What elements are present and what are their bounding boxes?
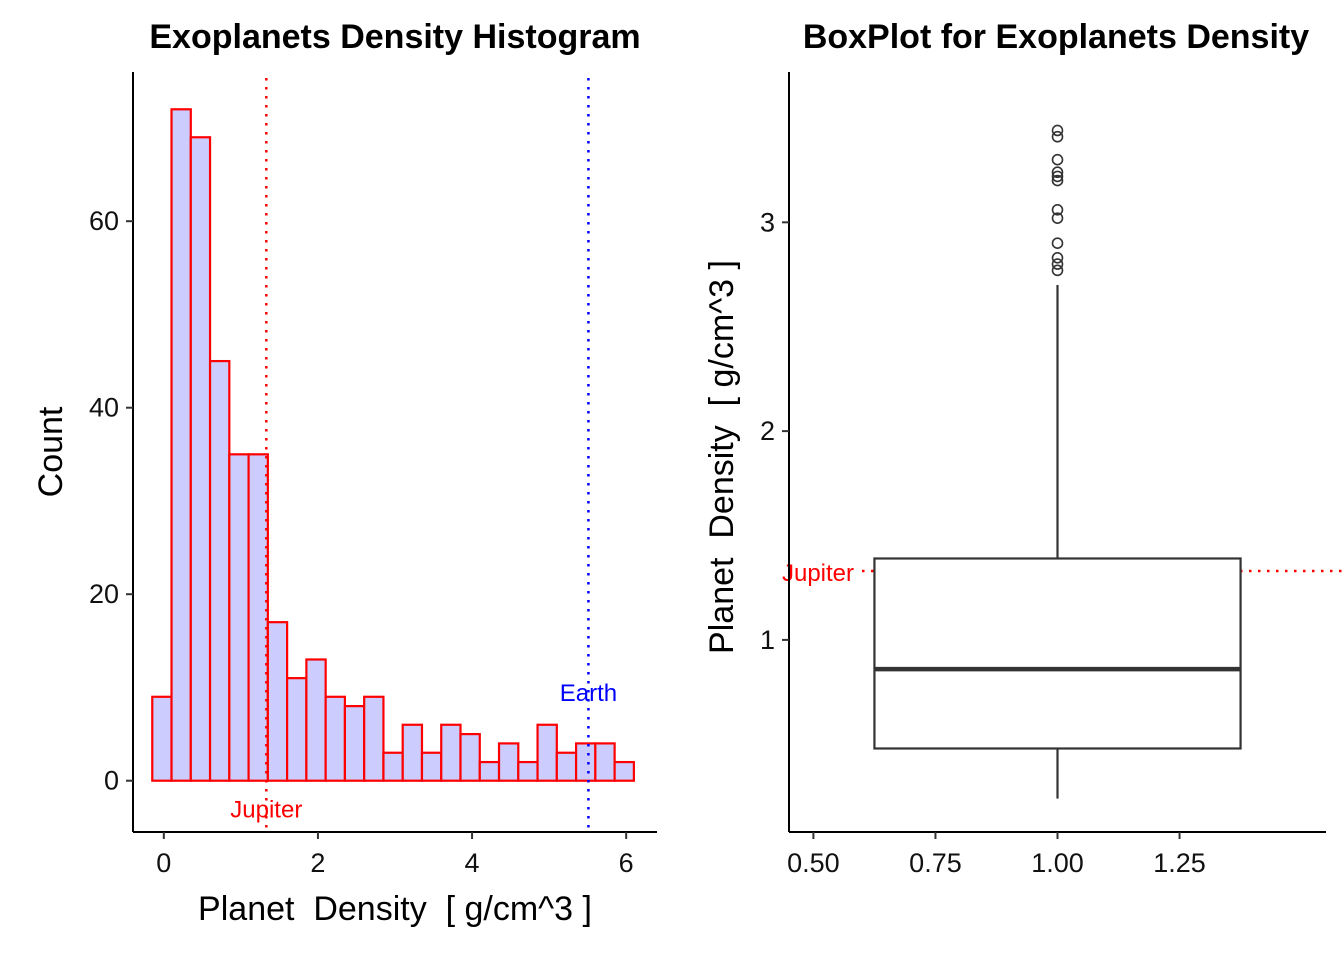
boxplot-panel: BoxPlot for Exoplanets Density Jupiter 1… (703, 18, 1344, 878)
boxplot-x-tick-label: 1.25 (1153, 848, 1206, 878)
histogram-y-tick-label: 60 (89, 206, 119, 236)
jupiter-reference-label: Jupiter (230, 797, 302, 824)
histogram-bar (208, 359, 231, 782)
histogram-bar (382, 751, 404, 782)
jupiter-reference-label: Jupiter (782, 560, 854, 587)
boxplot-outlier-point (1051, 258, 1064, 270)
histogram-bar (189, 136, 212, 782)
histogram-bar (478, 760, 501, 782)
histogram-bar (324, 695, 347, 782)
boxplot-y-tick-label: 2 (760, 416, 775, 446)
histogram-bar (497, 742, 520, 782)
histogram-bar (228, 453, 250, 782)
histogram-bar (266, 621, 289, 782)
boxplot-outliers (1051, 124, 1064, 277)
histogram-bar (363, 695, 385, 782)
histogram-bar (305, 658, 327, 782)
boxplot-outlier-point (1051, 166, 1064, 179)
boxplot-outlier-point (1051, 153, 1064, 166)
histogram-bar (594, 742, 616, 782)
histogram-x-axis-title: Planet Density [ g/cm^3 ] (198, 890, 592, 928)
histogram-bar (613, 760, 635, 782)
histogram-bar (343, 705, 366, 782)
histogram-x-tick-label: 4 (465, 848, 480, 878)
histogram-x-tick-label: 6 (619, 848, 634, 878)
histogram-y-axis-title: Count (32, 406, 70, 497)
histogram-panel: Exoplanets Density Histogram Jupiter Eart… (32, 18, 657, 928)
boxplot-outlier-point (1051, 124, 1064, 137)
boxplot-outlier-point (1051, 237, 1064, 250)
histogram-y-tick-label: 20 (89, 579, 119, 609)
boxplot-x-tick-label: 1.00 (1031, 848, 1084, 878)
histogram-x-tick-label: 0 (156, 848, 171, 878)
histogram-y-tick-label: 0 (104, 766, 119, 796)
boxplot-box (873, 284, 1242, 799)
boxplot-y-axis-title: Planet Density [ g/cm^3 ] (703, 260, 741, 654)
boxplot-x-ticks: 0.50 0.75 1.00 1.25 (787, 832, 1206, 878)
histogram-bar (286, 677, 308, 782)
earth-reference-label: Earth (560, 680, 617, 707)
histogram-bar (420, 751, 443, 782)
histogram-bar (440, 723, 462, 782)
boxplot-outlier-point (1051, 174, 1064, 187)
boxplot-x-tick-label: 0.75 (909, 848, 962, 878)
boxplot-title: BoxPlot for Exoplanets Density (803, 18, 1309, 56)
histogram-bar (459, 732, 481, 782)
histogram-bar (151, 695, 173, 782)
histogram-bar (247, 453, 269, 782)
boxplot-reference-lines: Jupiter (782, 560, 1344, 587)
histogram-reference-lines: Jupiter Earth (230, 78, 617, 832)
histogram-y-ticks: 0 20 40 60 (89, 206, 133, 796)
boxplot-y-ticks: 1 2 3 (760, 207, 789, 655)
histogram-title: Exoplanets Density Histogram (149, 18, 640, 56)
boxplot-outlier-point (1051, 130, 1064, 143)
boxplot-outlier-point (1051, 170, 1064, 183)
histogram-bar (555, 751, 578, 782)
histogram-bar (574, 742, 597, 782)
boxplot-iqr-box (873, 557, 1242, 750)
boxplot-outlier-point (1051, 264, 1064, 277)
histogram-bar (517, 760, 539, 782)
histogram-bars (151, 108, 635, 782)
histogram-bar (401, 723, 424, 782)
boxplot-x-tick-label: 0.50 (787, 848, 840, 878)
boxplot-y-tick-label: 1 (760, 625, 775, 655)
histogram-y-tick-label: 40 (89, 393, 119, 423)
boxplot-outlier-point (1051, 204, 1064, 216)
histogram-x-tick-label: 2 (310, 848, 325, 878)
boxplot-y-tick-label: 3 (760, 207, 775, 237)
boxplot-outlier-point (1051, 212, 1064, 224)
boxplot-outlier-point (1051, 252, 1064, 264)
histogram-x-ticks: 0 2 4 6 (156, 832, 634, 878)
histogram-bar (170, 108, 192, 782)
histogram-bar (536, 723, 558, 782)
